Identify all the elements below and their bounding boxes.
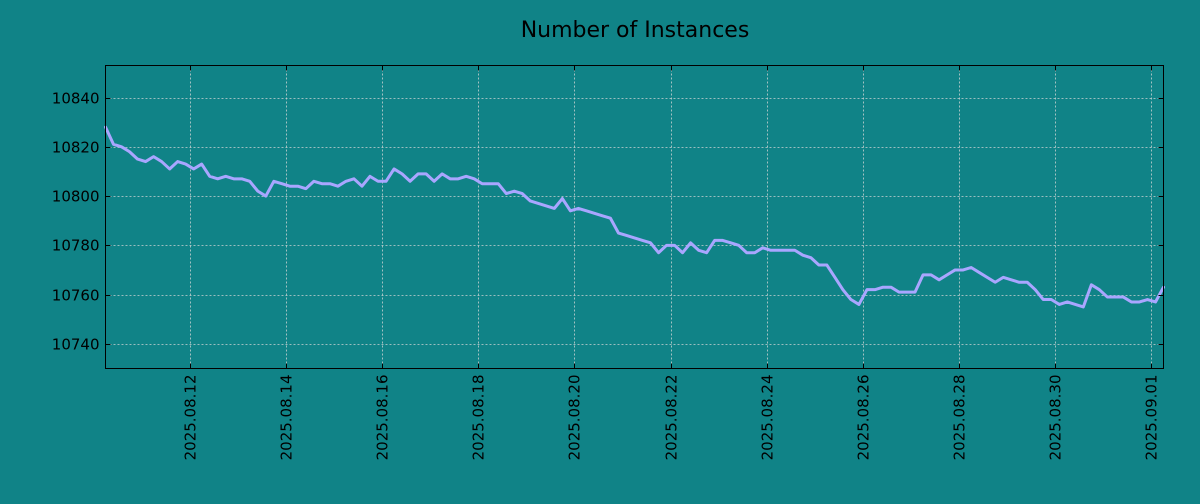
tick-marks xyxy=(105,65,1164,369)
y-tick-label: 10800 xyxy=(52,188,100,206)
plot-frame xyxy=(105,65,1164,369)
x-tick-label: 2025.08.12 xyxy=(182,375,200,461)
x-tick-label: 2025.08.24 xyxy=(759,375,777,461)
x-tick-label: 2025.08.22 xyxy=(663,375,681,461)
x-tick-label: 2025.08.30 xyxy=(1047,375,1065,461)
chart-title: Number of Instances xyxy=(521,18,750,43)
y-tick-label: 10820 xyxy=(52,139,100,157)
x-tick-label: 2025.08.16 xyxy=(374,375,392,461)
x-tick-label: 2025.09.01 xyxy=(1143,375,1161,461)
series-line xyxy=(104,125,1165,309)
y-tick-label: 10780 xyxy=(52,237,100,255)
x-tick-label: 2025.08.20 xyxy=(566,375,584,461)
x-tick-label: 2025.08.14 xyxy=(278,375,296,461)
y-axis-labels: 10740 10760 10780 10800 10820 10840 xyxy=(52,90,100,354)
x-tick-label: 2025.08.28 xyxy=(951,375,969,461)
y-tick-label: 10740 xyxy=(52,336,100,354)
x-tick-label: 2025.08.26 xyxy=(855,375,873,461)
x-tick-label: 2025.08.18 xyxy=(470,375,488,461)
x-axis-labels: 2025.08.12 2025.08.14 2025.08.16 2025.08.18… xyxy=(182,375,1161,461)
y-tick-label: 10760 xyxy=(52,287,100,305)
y-tick-label: 10840 xyxy=(52,90,100,108)
grid xyxy=(105,65,1164,369)
series-layer xyxy=(104,125,1165,309)
